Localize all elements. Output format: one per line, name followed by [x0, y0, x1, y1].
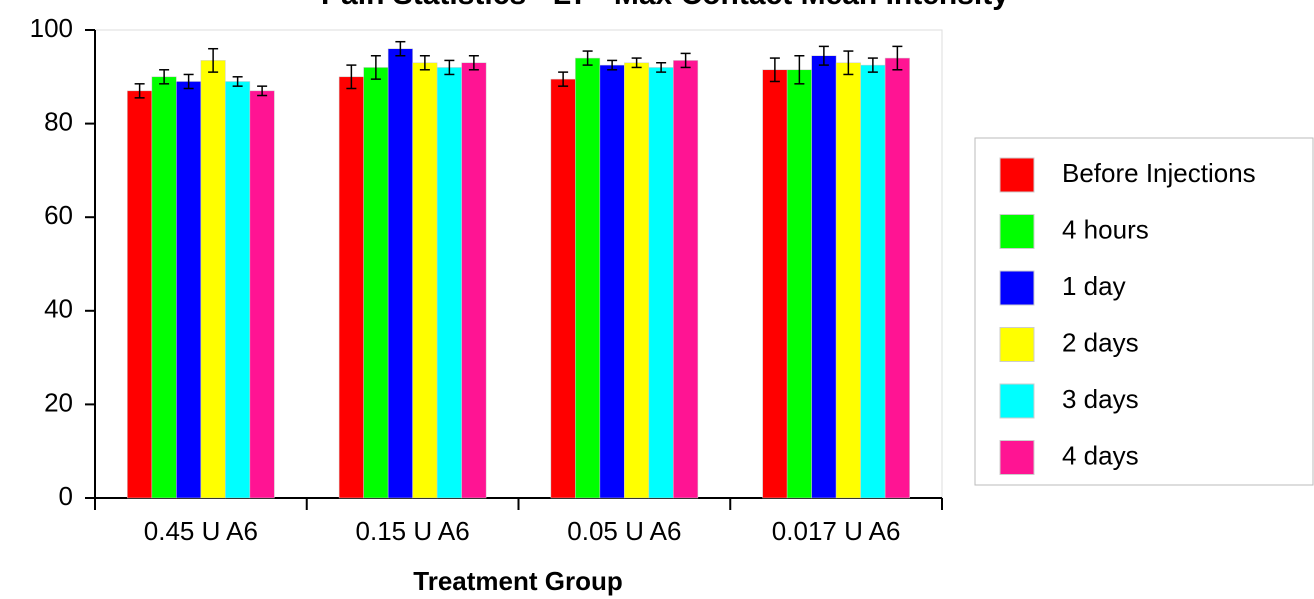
bar	[673, 60, 699, 499]
y-tick-label: 100	[30, 13, 73, 43]
bar	[200, 60, 226, 499]
bar	[151, 76, 177, 499]
bar	[884, 57, 910, 499]
bar	[835, 62, 861, 499]
bar	[127, 90, 153, 499]
bar	[461, 62, 487, 499]
legend-swatch	[999, 214, 1035, 249]
bar	[811, 55, 837, 499]
legend-label: 3 days	[1062, 384, 1139, 414]
y-tick-label: 0	[59, 481, 73, 511]
legend-label: Before Injections	[1062, 158, 1256, 188]
bar	[176, 81, 202, 499]
x-tick-label: 0.15 U A6	[356, 516, 470, 546]
y-tick-label: 20	[44, 387, 73, 417]
bar	[387, 48, 413, 499]
legend-swatch	[999, 440, 1035, 475]
bar	[599, 64, 625, 499]
y-tick-label: 80	[44, 106, 73, 136]
bar	[225, 81, 251, 499]
legend-label: 4 hours	[1062, 214, 1149, 244]
x-axis-label: Treatment Group	[413, 566, 622, 596]
bar	[762, 69, 788, 499]
bar	[624, 62, 650, 499]
bar	[338, 76, 364, 499]
bar	[648, 67, 674, 499]
bar	[575, 57, 601, 499]
y-tick-label: 40	[44, 294, 73, 324]
x-tick-label: 0.05 U A6	[567, 516, 681, 546]
legend	[974, 137, 1314, 486]
x-tick-label: 0.017 U A6	[772, 516, 901, 546]
bar	[550, 78, 576, 499]
legend-swatch	[999, 270, 1035, 306]
bar	[786, 69, 812, 499]
chart-title: Pain Statistics - LT - Max Contact Mean …	[321, 0, 1009, 11]
bar	[860, 64, 886, 499]
bar	[249, 90, 275, 499]
bar	[412, 62, 438, 499]
legend-swatch	[999, 327, 1035, 362]
bar	[436, 67, 462, 499]
legend-swatch	[999, 157, 1035, 193]
legend-label: 2 days	[1062, 327, 1139, 357]
x-tick-label: 0.45 U A6	[144, 516, 258, 546]
bar	[363, 67, 389, 499]
legend-label: 4 days	[1062, 440, 1139, 470]
legend-swatch	[999, 383, 1035, 419]
y-tick-label: 60	[44, 200, 73, 230]
legend-label: 1 day	[1062, 271, 1126, 301]
